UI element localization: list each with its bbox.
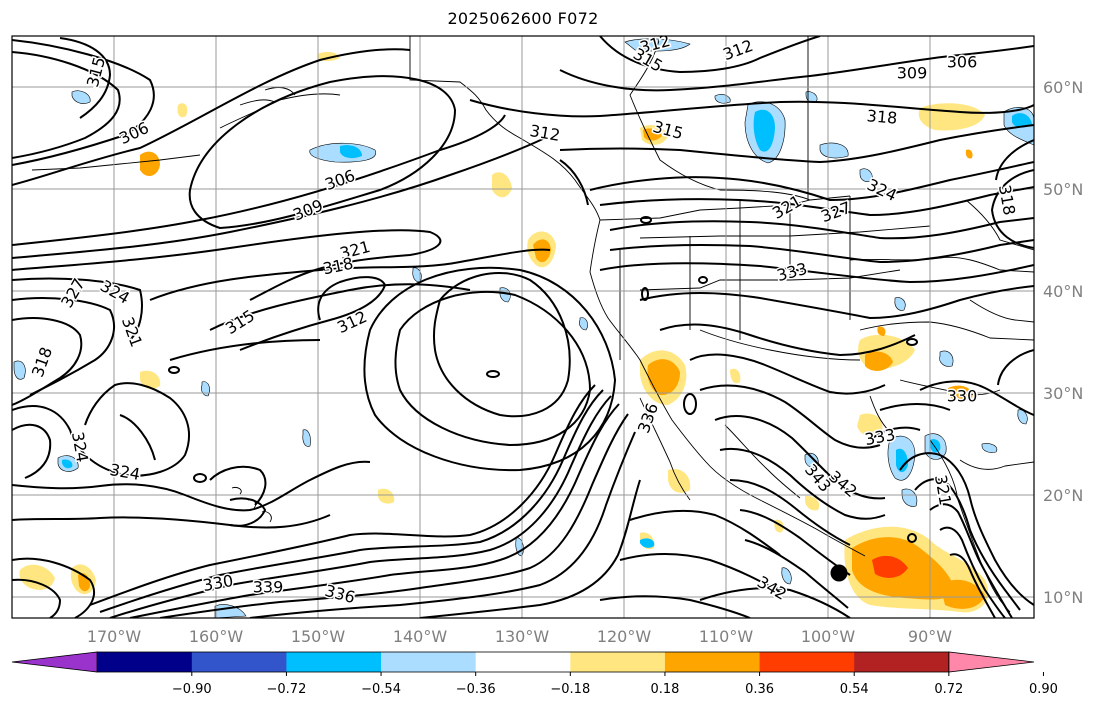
lat-label: 30°N xyxy=(1043,384,1083,403)
lat-label: 60°N xyxy=(1043,78,1083,97)
lat-label: 20°N xyxy=(1043,486,1083,505)
map-frame xyxy=(11,35,1035,619)
storm-center-dot-icon xyxy=(830,564,848,582)
colorbar-segment xyxy=(191,652,287,672)
lon-label: 160°W xyxy=(189,627,244,646)
colorbar-outline xyxy=(96,651,950,673)
lat-label: 50°N xyxy=(1043,180,1083,199)
longitude-labels: 170°W 160°W 150°W 140°W 130°W 120°W 110°… xyxy=(87,627,952,646)
colorbar-min-arrow xyxy=(11,651,98,673)
colorbar-segment xyxy=(854,652,950,672)
colorbar-tick-label: 0.54 xyxy=(840,682,869,697)
colorbar-tick-label: 0.90 xyxy=(1029,682,1058,697)
colorbar-tick-label: −0.72 xyxy=(267,682,307,697)
contour-value-label: 309 xyxy=(897,64,928,83)
colorbar-tick-label: −0.90 xyxy=(172,682,212,697)
lat-label: 40°N xyxy=(1043,282,1083,301)
lat-label: 10°N xyxy=(1043,588,1083,607)
contour-value-label: 306 xyxy=(947,53,978,72)
lon-label: 150°W xyxy=(291,627,346,646)
lon-label: 120°W xyxy=(597,627,652,646)
colorbar-segment xyxy=(475,652,571,672)
colorbar-segment xyxy=(664,652,761,672)
contour-lines xyxy=(12,36,1034,618)
colorbar-tick-label: 0.18 xyxy=(650,682,679,697)
lon-label: 110°W xyxy=(699,627,754,646)
colorbar-tick-label: −0.18 xyxy=(550,682,590,697)
colorbar-segment xyxy=(381,652,477,672)
colorbar-max-arrow xyxy=(948,651,1035,673)
figure-title: 2025062600 F072 xyxy=(447,9,599,28)
colorbar-tick-label: 0.36 xyxy=(745,682,774,697)
lon-label: 130°W xyxy=(495,627,550,646)
colorbar-tick-label: −0.54 xyxy=(361,682,401,697)
contour-value-label: 312 xyxy=(528,121,561,145)
lon-label: 170°W xyxy=(87,627,142,646)
colorbar-tick-label: 0.72 xyxy=(934,682,963,697)
latitude-labels: 60°N 50°N 40°N 30°N 20°N 10°N xyxy=(1043,78,1083,607)
lon-label: 140°W xyxy=(393,627,448,646)
contour-value-label: 330 xyxy=(947,387,978,406)
lon-label: 100°W xyxy=(801,627,856,646)
colorbar-segment xyxy=(570,652,666,672)
colorbar: −0.90 −0.72 −0.54 −0.36 −0.18 0.18 0.36 0.54 0.7… xyxy=(11,651,1058,697)
colorbar-segment xyxy=(286,652,382,672)
colorbar-segment xyxy=(759,652,855,672)
contour-value-label: 339 xyxy=(253,578,284,597)
colorbar-tick-label: −0.36 xyxy=(456,682,496,697)
contour-small-loops xyxy=(168,216,918,543)
graticule xyxy=(12,36,1034,618)
contour-value-label: 318 xyxy=(866,106,898,128)
lon-label: 90°W xyxy=(908,627,952,646)
colorbar-segment xyxy=(97,652,193,672)
